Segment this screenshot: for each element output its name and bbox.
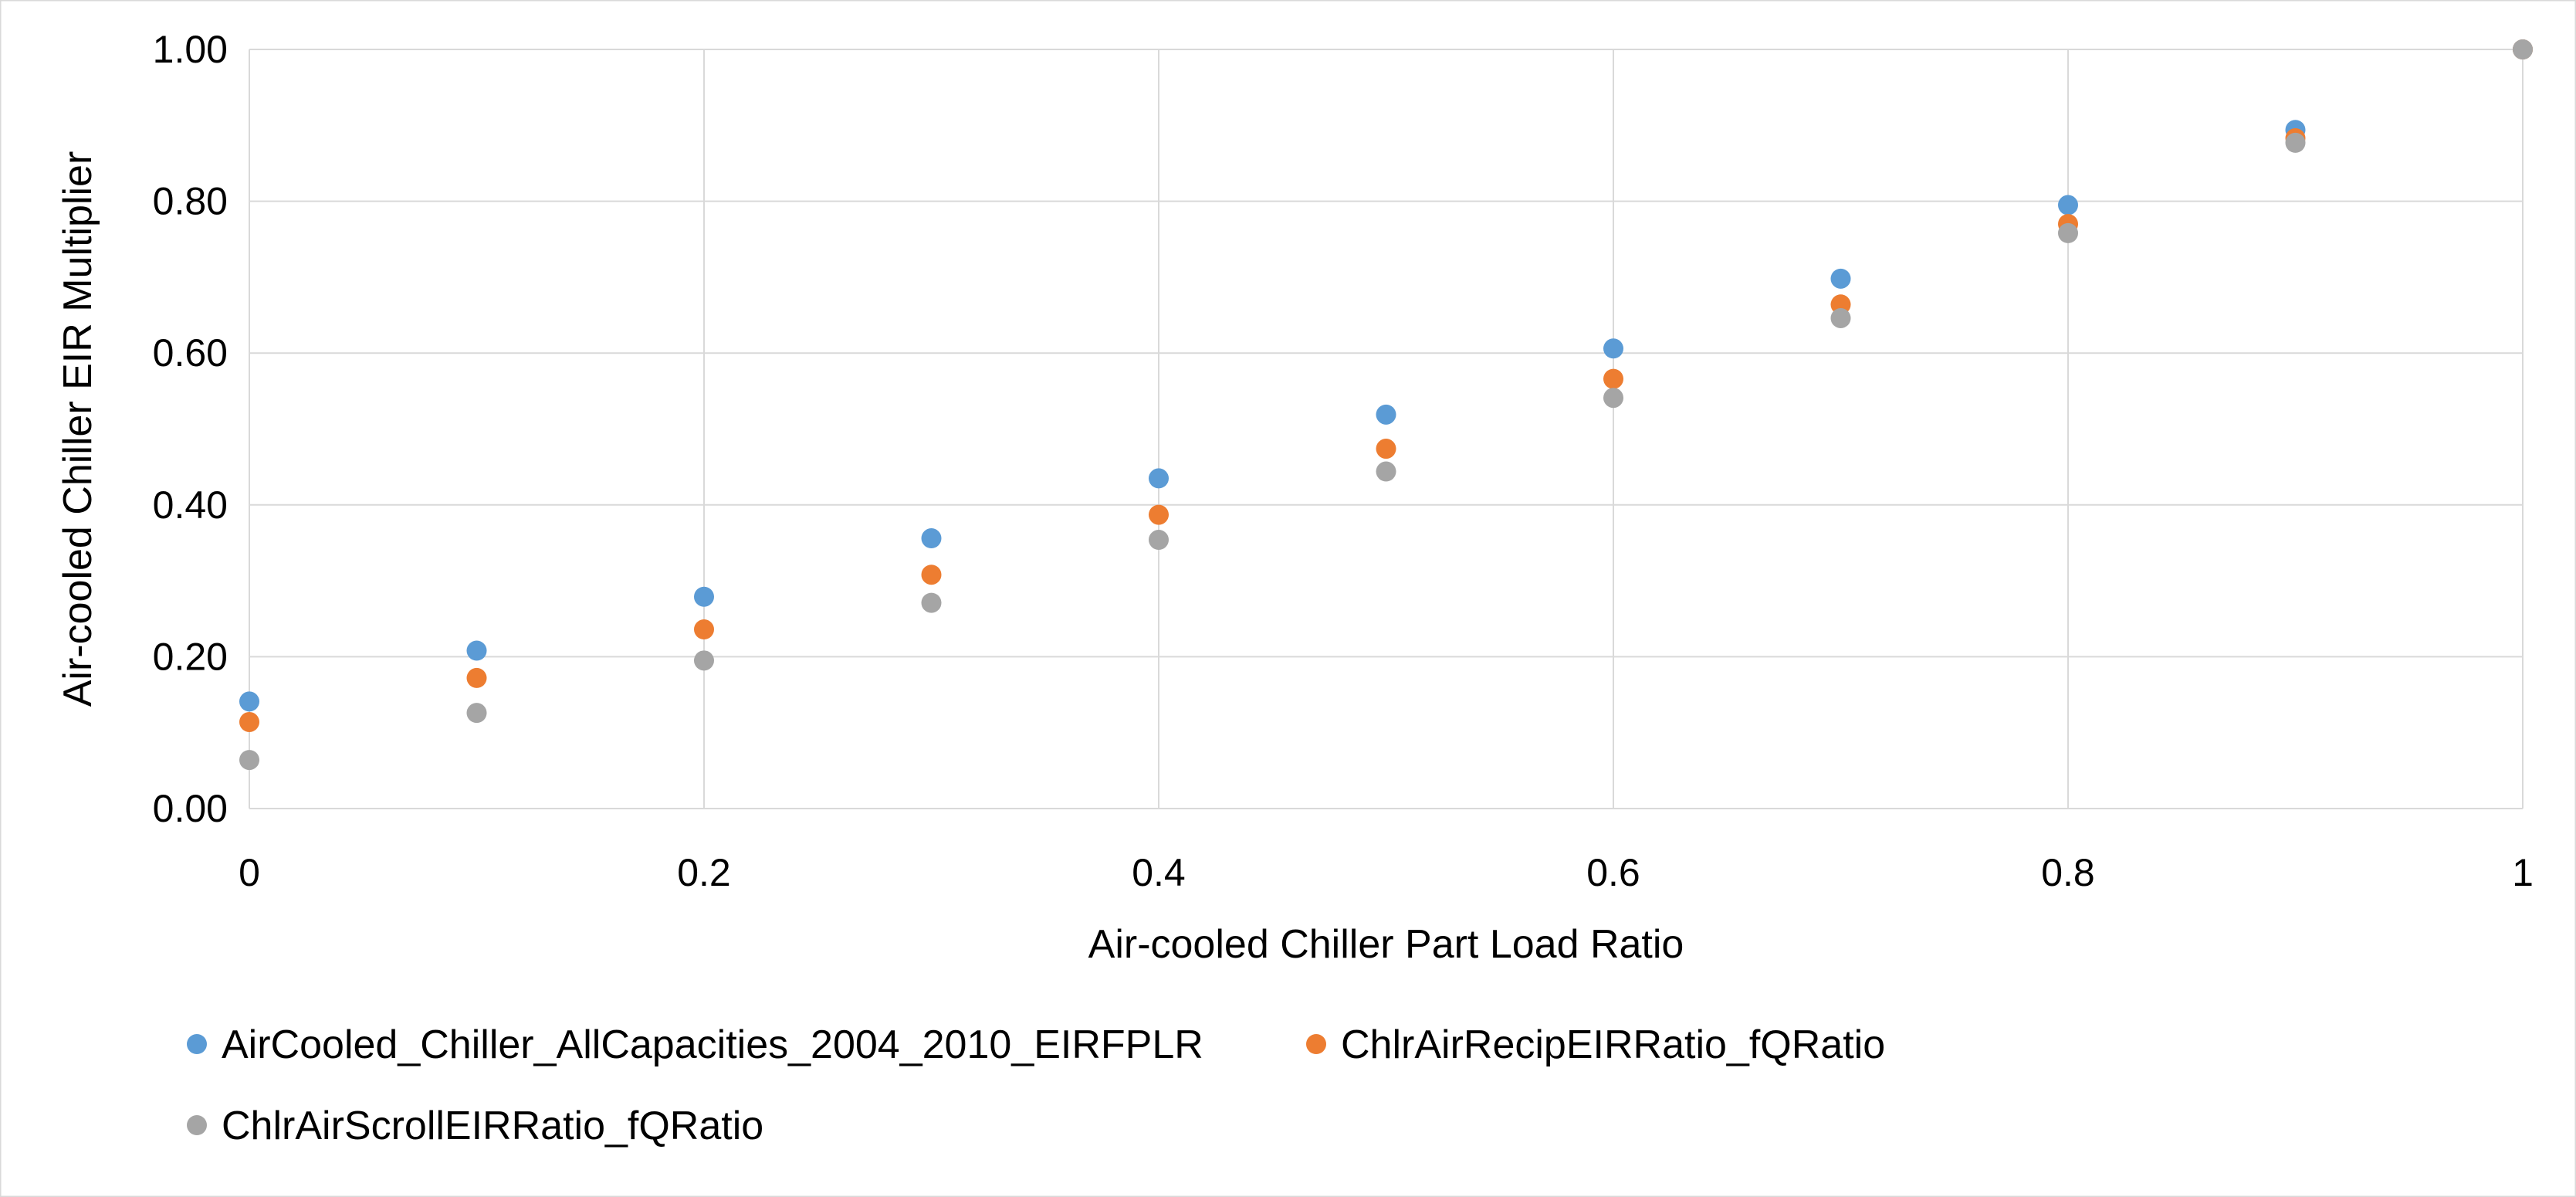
data-point-series-1 [1830, 268, 1851, 289]
x-axis-title: Air-cooled Chiller Part Load Ratio [1088, 922, 1684, 967]
data-point-series-3 [694, 650, 714, 671]
axes: 0.00 0.20 0.40 0.60 0.80 1.00 0 0.2 0.4 0.6 0.8 1 [153, 28, 2534, 894]
data-point-series-3 [2285, 132, 2306, 153]
legend-marker-series-3 [187, 1115, 207, 1135]
data-point-series-3 [466, 703, 487, 724]
y-tick-label: 0.00 [153, 787, 228, 830]
y-tick-label: 1.00 [153, 28, 228, 71]
x-tick-label: 0.4 [1132, 851, 1186, 894]
data-point-series-3 [239, 750, 259, 771]
data-point-series-3 [2513, 39, 2533, 59]
data-point-series-3 [1830, 307, 1851, 328]
data-point-series-1 [921, 528, 942, 549]
x-tick-label: 1 [2512, 851, 2534, 894]
data-point-series-1 [466, 640, 487, 661]
gridlines [249, 49, 2524, 809]
y-tick-label: 0.40 [153, 483, 228, 527]
data-point-series-3 [921, 592, 942, 613]
y-tick-label: 0.20 [153, 635, 228, 678]
data-point-series-1 [2058, 195, 2078, 215]
data-point-series-2 [1149, 504, 1169, 525]
legend-label-series-1: AirCooled_Chiller_AllCapacities_2004_201… [222, 1022, 1203, 1067]
legend-label-series-3: ChlrAirScrollEIRRatio_fQRatio [222, 1104, 763, 1148]
data-point-series-2 [239, 711, 259, 732]
x-tick-label: 0.2 [677, 851, 731, 894]
legend-label-series-2: ChlrAirRecipEIRRatio_fQRatio [1341, 1022, 1885, 1067]
legend-marker-series-1 [187, 1034, 207, 1054]
data-point-series-1 [1376, 404, 1396, 425]
y-tick-label: 0.60 [153, 331, 228, 375]
data-point-series-1 [1149, 468, 1169, 489]
data-point-series-3 [1603, 388, 1623, 409]
data-point-series-1 [694, 586, 714, 607]
y-tick-label: 0.80 [153, 180, 228, 223]
y-axis-title: Air-cooled Chiller EIR Multiplier [56, 151, 100, 707]
data-points [239, 39, 2533, 771]
data-point-series-3 [1376, 461, 1396, 482]
data-point-series-2 [1603, 368, 1623, 389]
data-point-series-3 [2058, 222, 2078, 243]
data-point-series-2 [921, 565, 942, 585]
x-tick-label: 0 [239, 851, 260, 894]
legend: AirCooled_Chiller_AllCapacities_2004_201… [187, 1022, 1885, 1148]
data-point-series-2 [466, 667, 487, 688]
x-tick-label: 0.8 [2041, 851, 2095, 894]
x-tick-label: 0.6 [1586, 851, 1640, 894]
data-point-series-2 [694, 619, 714, 640]
legend-marker-series-2 [1306, 1034, 1326, 1054]
data-point-series-3 [1149, 530, 1169, 551]
data-point-series-2 [1376, 439, 1396, 459]
data-point-series-1 [239, 691, 259, 712]
data-point-series-1 [1603, 338, 1623, 359]
